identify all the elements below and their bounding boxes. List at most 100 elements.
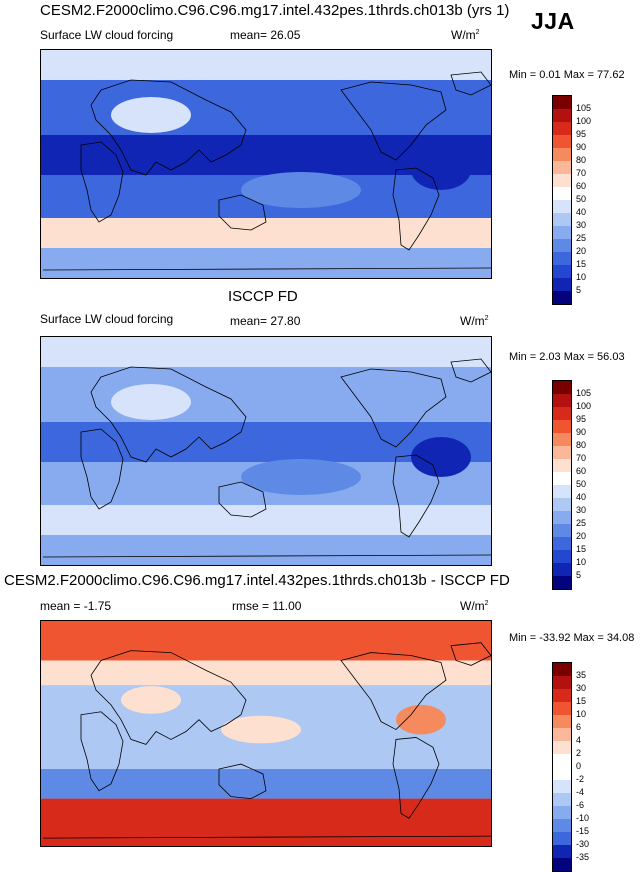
panel2-variable-label: Surface LW cloud forcing <box>40 312 174 326</box>
colorbar-tick-label: 20 <box>576 246 587 256</box>
colorbar-swatch <box>553 252 571 265</box>
colorbar-tick-label: 105 <box>576 388 592 398</box>
colorbar-swatch <box>553 702 571 715</box>
colorbar-swatch <box>553 226 571 239</box>
colorbar-swatch <box>553 858 571 871</box>
panel2-mean: mean= 27.80 <box>230 314 301 328</box>
colorbar-swatch <box>553 96 571 109</box>
colorbar-tick-label: -2 <box>576 774 585 784</box>
colorbar-swatch <box>553 485 571 498</box>
colorbar-swatch <box>553 793 571 806</box>
colorbar-tick-label: 60 <box>576 466 587 476</box>
colorbar-tick-label: 25 <box>576 518 587 528</box>
colorbar-swatch <box>553 715 571 728</box>
colorbar-tick-label: -4 <box>576 787 585 797</box>
colorbar-swatch <box>553 845 571 858</box>
colorbar-swatch <box>553 576 571 589</box>
panel1-units: W/m2 <box>451 28 480 42</box>
colorbar-tick-label: 4 <box>576 735 582 745</box>
panel2-title: ISCCP FD <box>228 288 298 305</box>
colorbar-tick-label: 15 <box>576 696 587 706</box>
panel3-map <box>40 620 492 847</box>
colorbar-swatch <box>553 550 571 563</box>
colorbar-tick-label: 90 <box>576 142 587 152</box>
colorbar-tick-label: 0 <box>576 761 582 771</box>
season-label: JJA <box>531 8 575 34</box>
panel3-title: CESM2.F2000climo.C96.C96.mg17.intel.432p… <box>4 572 510 589</box>
colorbar-tick-label: 5 <box>576 285 582 295</box>
panel3-minmax: Min = -33.92 Max = 34.08 <box>509 632 635 644</box>
colorbar-swatch <box>553 433 571 446</box>
colorbar-swatch <box>553 265 571 278</box>
colorbar-tick-label: 90 <box>576 427 587 437</box>
colorbar-tick-label: 95 <box>576 414 587 424</box>
panel3-colorbar <box>552 662 572 872</box>
colorbar-swatch <box>553 278 571 291</box>
colorbar-swatch <box>553 174 571 187</box>
colorbar-swatch <box>553 148 571 161</box>
colorbar-swatch <box>553 754 571 767</box>
colorbar-tick-label: 30 <box>576 220 587 230</box>
colorbar-swatch <box>553 498 571 511</box>
colorbar-tick-label: 25 <box>576 233 587 243</box>
panel1-minmax: Min = 0.01 Max = 77.62 <box>509 69 625 81</box>
colorbar-swatch <box>553 239 571 252</box>
colorbar-swatch <box>553 537 571 550</box>
colorbar-swatch <box>553 213 571 226</box>
colorbar-tick-label: 15 <box>576 259 587 269</box>
colorbar-swatch <box>553 407 571 420</box>
panel1-variable-label: Surface LW cloud forcing <box>40 28 174 42</box>
panel1-map <box>40 49 492 279</box>
colorbar-swatch <box>553 511 571 524</box>
colorbar-swatch <box>553 161 571 174</box>
colorbar-swatch <box>553 472 571 485</box>
panel2-minmax: Min = 2.03 Max = 56.03 <box>509 351 625 363</box>
colorbar-tick-label: 80 <box>576 155 587 165</box>
colorbar-tick-label: -6 <box>576 800 585 810</box>
colorbar-tick-label: -30 <box>576 839 590 849</box>
colorbar-tick-label: 105 <box>576 103 592 113</box>
colorbar-tick-label: 70 <box>576 453 587 463</box>
colorbar-tick-label: 50 <box>576 194 587 204</box>
colorbar-tick-label: 10 <box>576 709 587 719</box>
colorbar-swatch <box>553 832 571 845</box>
colorbar-swatch <box>553 459 571 472</box>
colorbar-tick-label: 30 <box>576 683 587 693</box>
panel1-colorbar <box>552 95 572 305</box>
panel3-mean: mean = -1.75 <box>40 599 112 613</box>
colorbar-swatch <box>553 291 571 304</box>
panel1-mean: mean= 26.05 <box>230 28 301 42</box>
colorbar-swatch <box>553 728 571 741</box>
colorbar-tick-label: 70 <box>576 168 587 178</box>
colorbar-swatch <box>553 780 571 793</box>
colorbar-tick-label: -10 <box>576 813 590 823</box>
colorbar-swatch <box>553 446 571 459</box>
colorbar-tick-label: 60 <box>576 181 587 191</box>
colorbar-tick-label: 2 <box>576 748 582 758</box>
colorbar-swatch <box>553 381 571 394</box>
colorbar-tick-label: 6 <box>576 722 582 732</box>
panel1-title: CESM2.F2000climo.C96.C96.mg17.intel.432p… <box>40 2 510 19</box>
colorbar-tick-label: 15 <box>576 544 587 554</box>
colorbar-swatch <box>553 122 571 135</box>
colorbar-tick-label: 80 <box>576 440 587 450</box>
colorbar-tick-label: 100 <box>576 116 592 126</box>
panel2-colorbar <box>552 380 572 590</box>
colorbar-swatch <box>553 663 571 676</box>
colorbar-swatch <box>553 806 571 819</box>
colorbar-tick-label: 10 <box>576 272 587 282</box>
colorbar-swatch <box>553 187 571 200</box>
panel3-units: W/m2 <box>460 599 489 613</box>
colorbar-tick-label: -35 <box>576 852 590 862</box>
colorbar-tick-label: 5 <box>576 570 582 580</box>
panel3-rmse: rmse = 11.00 <box>232 599 302 613</box>
colorbar-tick-label: 30 <box>576 505 587 515</box>
colorbar-swatch <box>553 394 571 407</box>
colorbar-swatch <box>553 135 571 148</box>
colorbar-tick-label: 40 <box>576 207 587 217</box>
colorbar-swatch <box>553 741 571 754</box>
colorbar-tick-label: -15 <box>576 826 590 836</box>
colorbar-swatch <box>553 109 571 122</box>
colorbar-swatch <box>553 200 571 213</box>
colorbar-swatch <box>553 767 571 780</box>
